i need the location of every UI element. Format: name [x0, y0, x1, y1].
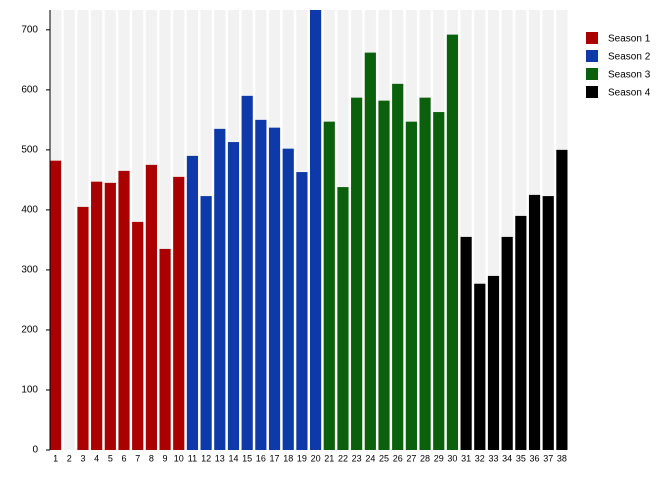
- bar: [460, 236, 472, 450]
- bar: [214, 128, 226, 450]
- bar: [77, 206, 89, 450]
- bar: [405, 121, 417, 450]
- legend-label: Season 4: [608, 88, 651, 99]
- x-tick-label: 14: [228, 453, 238, 463]
- bar: [556, 149, 568, 450]
- y-tick-label: 400: [21, 205, 38, 216]
- bar: [323, 121, 335, 450]
- category-band: [159, 10, 171, 450]
- x-tick-label: 26: [393, 453, 403, 463]
- x-tick-label: 23: [352, 453, 362, 463]
- y-tick-label: 500: [21, 145, 38, 156]
- y-tick-label: 100: [21, 385, 38, 396]
- bar: [310, 10, 322, 450]
- bar: [515, 215, 527, 450]
- x-tick-label: 2: [67, 453, 72, 463]
- bar: [337, 187, 349, 450]
- bar: [227, 142, 240, 450]
- bar: [378, 100, 390, 450]
- bar: [296, 172, 308, 450]
- bars: [50, 10, 568, 450]
- x-tick-label: 24: [365, 453, 375, 463]
- x-tick-label: 32: [475, 453, 485, 463]
- x-tick-label: 15: [242, 453, 252, 463]
- x-tick-label: 28: [420, 453, 430, 463]
- bar: [282, 148, 294, 450]
- category-band: [501, 10, 513, 450]
- legend-label: Season 3: [608, 70, 651, 81]
- bar: [241, 95, 253, 450]
- x-tick-label: 7: [135, 453, 140, 463]
- bar: [268, 127, 281, 450]
- bar: [474, 283, 486, 450]
- bar: [255, 119, 267, 450]
- x-tick-label: 12: [201, 453, 211, 463]
- x-tick-label: 38: [557, 453, 567, 463]
- y-tick-label: 200: [21, 325, 38, 336]
- category-band: [460, 10, 472, 450]
- y-tick-label: 0: [32, 445, 38, 456]
- x-tick-label: 13: [215, 453, 225, 463]
- bar: [351, 97, 363, 450]
- x-tick-label: 9: [163, 453, 168, 463]
- bar: [159, 248, 171, 450]
- x-tick-label: 1: [53, 453, 58, 463]
- x-tick-label: 29: [434, 453, 444, 463]
- bar: [118, 170, 130, 450]
- x-tick-label: 8: [149, 453, 154, 463]
- x-tick-label: 25: [379, 453, 389, 463]
- x-tick-label: 5: [108, 453, 113, 463]
- legend-swatch: [586, 86, 598, 98]
- x-tick-label: 34: [502, 453, 512, 463]
- bar: [50, 160, 62, 450]
- x-tick-label: 33: [488, 453, 498, 463]
- bar: [200, 196, 212, 450]
- bar: [173, 176, 185, 450]
- bar: [186, 155, 199, 450]
- bar: [364, 52, 376, 450]
- category-band: [474, 10, 486, 450]
- x-tick-label: 3: [80, 453, 85, 463]
- x-tick-label: 19: [297, 453, 307, 463]
- x-tick-label: 37: [543, 453, 553, 463]
- y-tick-label: 600: [21, 84, 38, 95]
- x-tick-label: 22: [338, 453, 348, 463]
- y-tick-label: 700: [21, 24, 38, 35]
- bar: [91, 181, 103, 450]
- x-tick-label: 31: [461, 453, 471, 463]
- x-tick-label: 36: [530, 453, 540, 463]
- y-tick-label: 300: [21, 265, 38, 276]
- bar: [542, 196, 554, 450]
- bar: [501, 236, 513, 450]
- bar: [433, 112, 445, 450]
- bar: [145, 164, 157, 450]
- x-tick-label: 6: [122, 453, 127, 463]
- x-tick-label: 30: [447, 453, 457, 463]
- legend-swatch: [586, 68, 598, 80]
- x-tick-label: 21: [324, 453, 334, 463]
- x-tick-label: 10: [174, 453, 184, 463]
- x-tick-label: 18: [283, 453, 293, 463]
- legend-label: Season 2: [608, 52, 651, 63]
- bar: [487, 275, 500, 450]
- x-tick-label: 16: [256, 453, 266, 463]
- bar: [392, 83, 404, 450]
- x-tick-label: 20: [311, 453, 321, 463]
- bar: [446, 34, 459, 450]
- x-tick-label: 17: [270, 453, 280, 463]
- x-tick-label: 4: [94, 453, 99, 463]
- legend-swatch: [586, 50, 598, 62]
- category-band: [487, 10, 500, 450]
- category-band: [63, 10, 75, 450]
- legend-label: Season 1: [608, 34, 651, 45]
- legend-swatch: [586, 32, 598, 44]
- x-tick-label: 35: [516, 453, 526, 463]
- bar: [104, 182, 116, 450]
- bar: [419, 97, 431, 450]
- bar: [528, 194, 541, 450]
- bar: [132, 221, 144, 450]
- x-tick-label: 27: [406, 453, 416, 463]
- x-tick-label: 11: [188, 453, 197, 463]
